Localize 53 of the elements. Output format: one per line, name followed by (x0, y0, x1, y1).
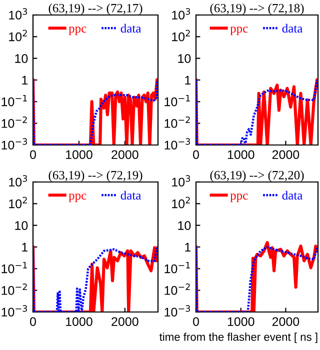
chart-title: (63,19) --> (72,19) (48, 170, 142, 182)
y-tick-label: 10$^{2}$ (172, 196, 190, 208)
legend-label: data (282, 190, 303, 200)
y-tick-label: 10$^{3}$ (172, 8, 190, 20)
y-tick-label: 10$^{−2}$ (2, 283, 27, 295)
text: ppc (230, 26, 248, 36)
y-tick-label: 10 (15, 221, 28, 230)
x-axis-title: time from the flasher event [ ns ] (159, 332, 318, 344)
y-tick-label: 10$^{3}$ (172, 175, 190, 187)
y-tick-label: 10 (178, 54, 191, 63)
x-tick-label: 1000 (228, 317, 254, 326)
x-tick-label: 0 (30, 317, 36, 326)
x-tick-label: 0 (30, 150, 36, 160)
chart-title: (63,19) --> (72,20) (210, 170, 304, 182)
text: ppc (230, 194, 248, 202)
y-tick-label: 1 (22, 242, 28, 252)
legend-label: ppc (68, 194, 86, 202)
y-tick-label: 10$^{2}$ (9, 196, 27, 208)
y-tick-label: 10 (15, 54, 28, 63)
y-tick-label: 10$^{−2}$ (2, 116, 27, 128)
y-tick-label: 10$^{−2}$ (164, 283, 190, 295)
y-tick-label: 10$^{2}$ (172, 30, 190, 42)
x-tick-label: 2000 (112, 317, 138, 326)
y-tick-label: 10$^{−1}$ (2, 262, 27, 274)
legend-label: data (282, 24, 303, 33)
x-tick-label: 2000 (272, 150, 300, 160)
chart-title: (63,19) --> (72,18) (210, 4, 304, 15)
x-tick-label: 1000 (66, 150, 92, 160)
y-tick-label: 1 (22, 76, 28, 85)
x-tick-label: 1000 (66, 317, 92, 326)
x-tick-label: 2000 (272, 317, 300, 326)
y-tick-label: 1 (185, 76, 191, 85)
x-tick-label: 0 (193, 317, 199, 326)
y-tick-label: 10$^{3}$ (9, 175, 28, 187)
y-tick-label: 10$^{−1}$ (164, 94, 190, 106)
y-tick-label: 10 (178, 221, 191, 230)
legend-label: ppc (68, 26, 86, 36)
y-tick-label: 10$^{−1}$ (164, 262, 190, 274)
legend-label: data (120, 190, 142, 200)
chart-title: (63,19) --> (72,17) (48, 4, 142, 15)
y-tick-label: 10$^{−3}$ (164, 305, 190, 317)
y-tick-label: 10$^{2}$ (9, 30, 27, 42)
y-tick-label: 10$^{−3}$ (2, 305, 27, 317)
y-tick-label: 10$^{3}$ (9, 8, 28, 20)
y-tick-label: 10$^{−3}$ (164, 138, 190, 150)
y-tick-label: 10$^{−2}$ (164, 116, 190, 128)
x-tick-label: 1000 (228, 150, 254, 160)
legend-label: data (120, 24, 142, 33)
x-tick-label: 0 (193, 150, 199, 160)
x-tick-label: 2000 (112, 150, 138, 160)
y-tick-label: 10$^{−1}$ (2, 94, 27, 106)
y-tick-label: 10$^{−3}$ (2, 138, 27, 150)
y-tick-label: 1 (185, 242, 191, 252)
